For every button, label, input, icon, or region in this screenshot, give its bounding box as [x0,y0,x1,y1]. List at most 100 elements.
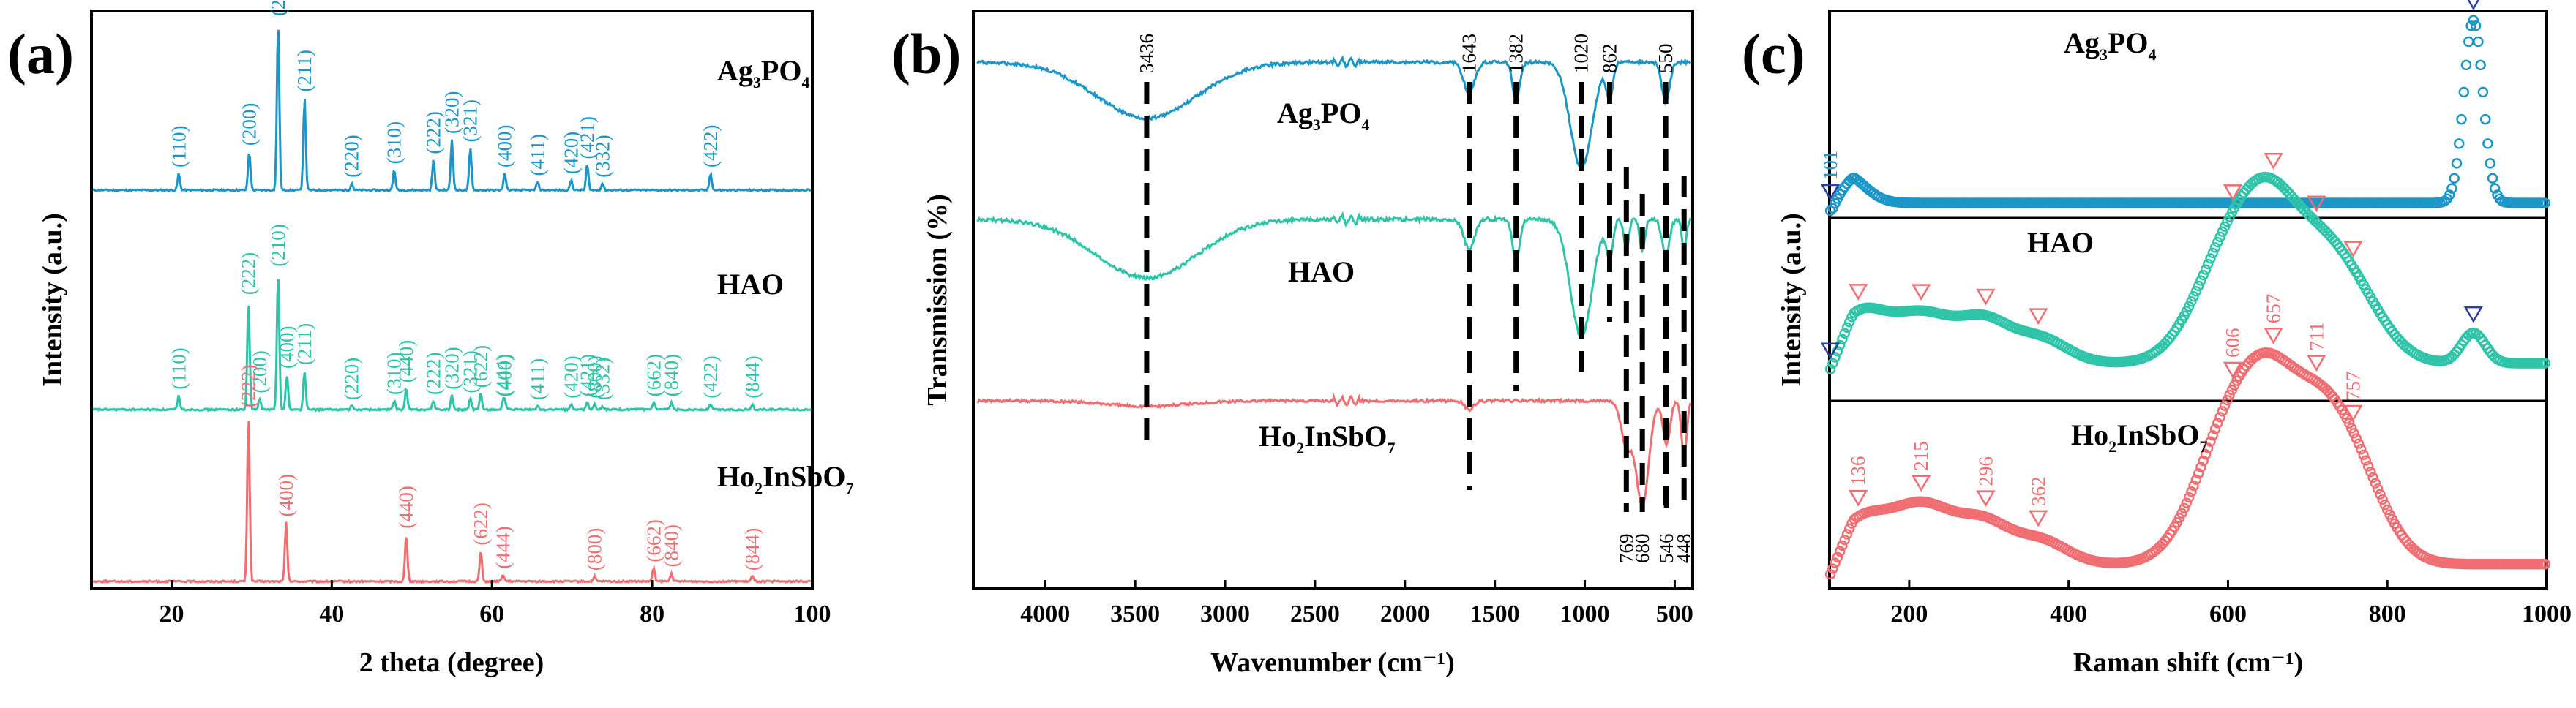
raman-point-1 [2195,275,2206,286]
raman-point-2 [2179,502,2190,514]
raman-point-2 [1834,546,1846,557]
raman-point-1 [2193,280,2204,292]
raman-point-2 [2379,499,2391,511]
raman-point-1 [2539,358,2551,369]
raman-point-2 [2219,400,2231,411]
xrd-peak-label-0-7: (320) [441,91,463,134]
raman-point-2 [2183,492,2195,503]
xrd-peak-label-2-7: (840) [660,524,682,567]
xrd-x-tick-label-0: 20 [159,600,184,628]
raman-point-1 [1824,364,1836,374]
xrd-peak-label-2-0: (222) [238,365,260,407]
raman-x-tick-label-0: 200 [1890,600,1928,628]
raman-marker-label-2-1: 215 [1910,441,1932,471]
raman-point-2 [1841,529,1853,540]
xrd-peak-label-2-3: (622) [470,502,492,545]
raman-marker-label-2-0: 136 [1847,456,1869,486]
raman-x-tick-label-1: 400 [2050,600,2087,628]
raman-point-2 [1837,540,1848,551]
panel-c-frame [1828,10,2548,590]
ftir-line-2 [976,393,1692,507]
xrd-peak-label-1-1: (222) [238,252,260,295]
raman-point-2 [2370,478,2381,489]
xrd-x-tick-label-3: 80 [640,600,664,628]
raman-point-1 [2200,264,2212,275]
raman-point-2 [2198,455,2209,467]
xrd-peak-label-2-2: (440) [395,486,417,528]
ftir-band-label-769: 769 [1615,534,1637,564]
raman-point-2 [2539,559,2551,570]
raman-point-2 [2186,486,2197,497]
xrd-x-tick-label-2: 60 [479,600,504,628]
xrd-peak-label-0-11: (420) [561,132,583,174]
xrd-peak-label-1-12: (622) [470,345,492,388]
raman-point-0 [2456,113,2467,125]
raman-point-1 [2188,291,2199,302]
xrd-peak-label-2-1: (400) [275,474,297,516]
xrd-peak-label-0-0: (110) [168,126,190,167]
xrd-peak-label-0-14: (422) [700,125,722,167]
xrd-peak-label-0-5: (310) [383,121,405,164]
raman-point-0 [2479,113,2491,125]
raman-point-1 [2217,226,2228,238]
raman-point-2 [2351,433,2362,444]
xrd-peak-label-0-9: (400) [494,125,516,167]
raman-marker-label-2-5: 657 [2263,294,2285,324]
raman-point-2 [2195,462,2206,472]
panel-b-ylabel: Transmission (%) [922,194,953,406]
raman-point-0 [2446,183,2457,194]
panel-a-xlabel: 2 theta (degree) [359,647,544,678]
raman-point-1 [1827,358,1838,369]
raman-point-0 [2473,36,2484,48]
raman-point-1 [2186,296,2197,307]
ftir-x-tick-label-7: 500 [1656,600,1693,628]
xrd-series-title-0: Ag3PO4 [717,54,809,91]
raman-point-2 [2207,429,2219,441]
ftir-band-label-3436: 3436 [1136,34,1158,73]
raman-point-1 [1834,339,1846,351]
raman-point-0 [2465,20,2476,31]
raman-point-2 [1824,568,1836,580]
raman-marker-label-2-2: 296 [1974,456,1996,486]
ftir-x-tick-label-2: 3000 [1200,600,1250,628]
xrd-peak-label-1-9: (222) [422,353,444,395]
xrd-peak-label-1-21: (840) [660,354,682,396]
raman-point-0 [2477,86,2489,98]
raman-point-1 [2205,253,2216,264]
ftir-band-label-680: 680 [1631,534,1653,564]
ftir-band-label-1643: 1643 [1459,34,1480,73]
panel-a-label: (a) [7,22,74,86]
xrd-peak-label-1-17: (421) [577,354,599,396]
xrd-peak-label-0-6: (222) [422,111,444,154]
raman-point-2 [2209,423,2221,434]
raman-marker-2-5 [2264,328,2283,344]
xrd-line-0 [92,29,812,193]
xrd-peak-label-2-4: (444) [493,526,514,568]
raman-marker-2-1 [1912,475,1931,492]
xrd-peak-label-1-11: (321) [460,350,482,393]
panel-a-x-ticks: 20 40 60 80 100 [159,580,831,628]
raman-point-1 [2214,231,2225,243]
panel-b-frame [972,10,1694,590]
panel-b-xlabel: Wavenumber (cm⁻¹) [1210,647,1455,678]
raman-point-2 [2353,438,2365,450]
raman-point-0 [2470,20,2482,31]
raman-x-tick-label-4: 1000 [2522,600,2572,628]
raman-point-2 [2193,468,2204,479]
panel-a-frame [90,10,814,590]
raman-point-2 [2348,428,2359,439]
ftir-x-tick-label-0: 4000 [1020,600,1070,628]
raman-marker-2-4 [2223,361,2243,379]
xrd-peak-label-0-13: (332) [591,135,613,177]
raman-point-0 [1824,205,1836,216]
xrd-peak-label-0-2: (210) [267,0,289,16]
xrd-peak-label-1-15: (411) [527,358,549,400]
raman-point-2 [2365,466,2376,478]
raman-point-2 [1843,523,1855,535]
raman-point-1 [1841,322,1853,334]
ftir-x-tick-label-5: 1500 [1470,600,1520,628]
raman-point-2 [2360,455,2372,466]
raman-point-1 [2209,242,2221,253]
ftir-band-label-1382: 1382 [1505,34,1527,73]
